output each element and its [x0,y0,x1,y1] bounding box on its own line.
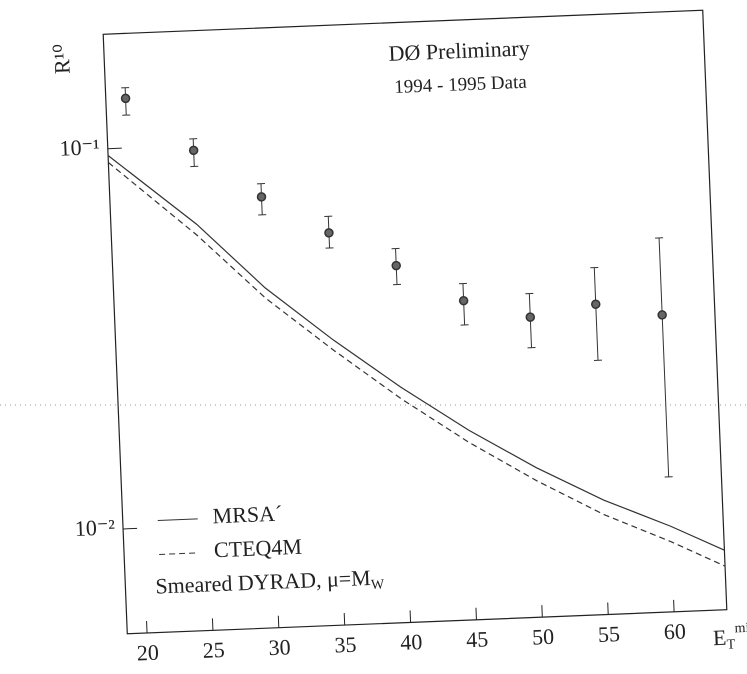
x-label-sup: min [734,621,747,637]
legend-note-main: Smeared DYRAD, μ=M [155,565,371,599]
legend-label: CTEQ4M [213,534,302,563]
curve [107,162,726,567]
legend-note: Smeared DYRAD, μ=MW [155,564,385,601]
x-label-sub: T [726,638,736,653]
x-tick-label: 55 [598,621,621,647]
y-tick [107,147,122,150]
y-axis-label: R¹⁰ [49,43,75,74]
legend-swatch [157,518,198,521]
x-tick-label: 30 [268,634,291,660]
legend-note-sub: W [371,578,386,594]
error-bar [593,267,599,361]
curve [107,155,725,551]
x-tick-label: 60 [663,618,686,644]
data-point [188,145,199,156]
y-tick-label: 10⁻¹ [59,134,100,161]
y-tick [123,527,138,530]
x-tick-label: 50 [532,624,555,650]
x-tick-label: 35 [334,632,357,658]
data-point [120,93,131,104]
legend-swatch [159,552,200,555]
x-tick-label: 40 [400,629,423,655]
data-point [657,310,667,320]
annotation: 1994 - 1995 Data [394,72,528,98]
data-point [458,295,469,306]
frame [102,9,728,635]
x-axis-label: ETmin [712,621,747,654]
x-label-main: E [712,625,726,651]
plot: DØ Preliminary 1994 - 1995 Data R¹⁰ ETmi… [49,9,747,666]
y-tick-label: 10⁻² [74,514,116,541]
x-tick-label: 20 [136,640,159,666]
error-bar [658,237,670,477]
data-point [590,299,601,309]
data-point [525,312,536,322]
x-tick-label: 25 [202,637,225,663]
data-point [324,228,334,238]
annotation: DØ Preliminary [388,35,530,66]
x-tick-label: 45 [466,626,489,652]
data-point [391,260,401,271]
legend-label: MRSA´ [212,501,283,529]
data-point [256,192,267,202]
